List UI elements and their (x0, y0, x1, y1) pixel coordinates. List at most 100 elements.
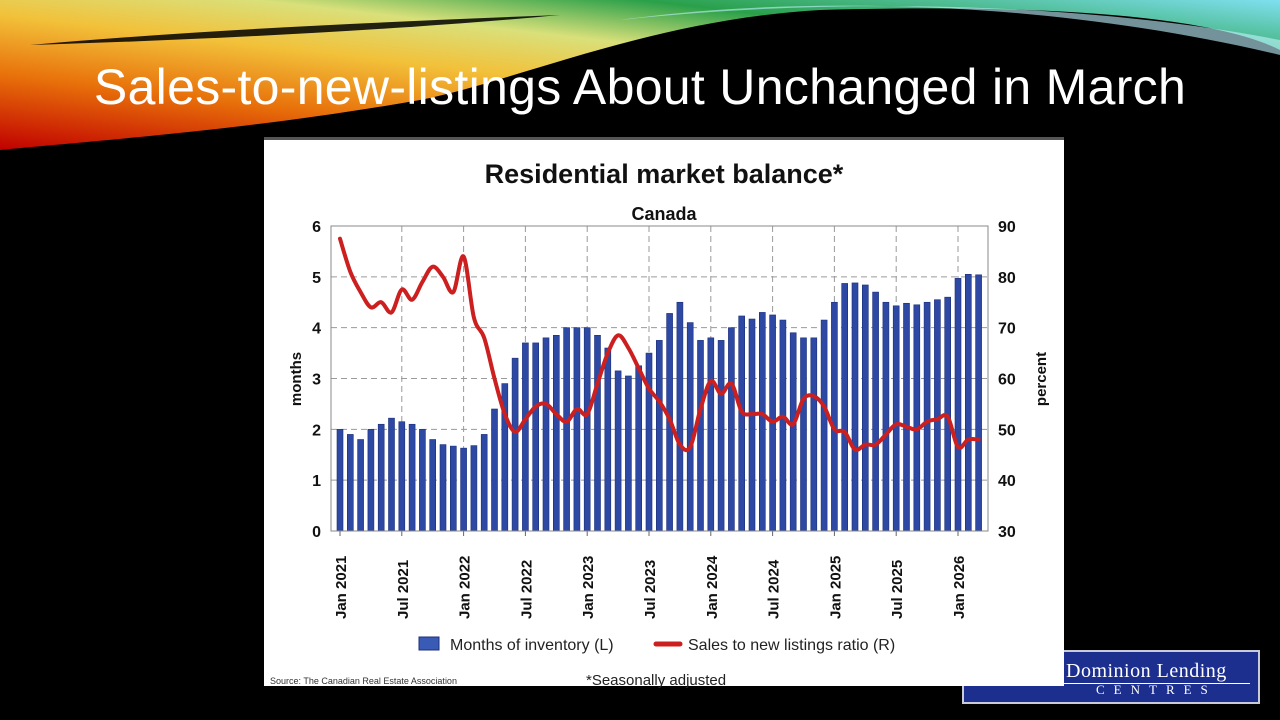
bar-months-of-inventory (964, 273, 972, 532)
line-sales-to-new-listings-ratio (338, 236, 981, 453)
bar-months-of-inventory (470, 445, 478, 532)
bar-months-of-inventory (336, 429, 344, 532)
plot-frame (330, 225, 989, 532)
bar-months-of-inventory (861, 284, 869, 532)
bar-months-of-inventory (903, 302, 910, 532)
decorative-swoosh-background (0, 0, 1280, 150)
x-tick-label: Jan 2022 (457, 556, 474, 619)
x-tick-label: Jan 2023 (580, 556, 597, 619)
legend-bar-label: Months of inventory (L) (450, 637, 614, 654)
chart-source: Source: The Canadian Real Estate Associa… (270, 676, 457, 686)
bar-months-of-inventory (851, 282, 859, 532)
bar-months-of-inventory (882, 301, 890, 532)
y2-tick-label: 50 (998, 422, 1016, 439)
bar-months-of-inventory (913, 304, 921, 532)
chart-image: Residential market balance* Canada 0 1 2 3 4… (264, 137, 1064, 689)
bar-months-of-inventory (491, 408, 498, 532)
logo-line1: Dominion Lending (1066, 660, 1227, 682)
y-tick-label: 1 (312, 473, 321, 490)
bar-months-of-inventory (552, 334, 560, 532)
slide-title: Sales-to-new-listings About Unchanged in… (93, 59, 1187, 115)
bar-months-of-inventory (635, 365, 643, 532)
bar-months-of-inventory (872, 291, 879, 532)
bar-months-of-inventory (563, 327, 570, 532)
bar-months-of-inventory (594, 334, 601, 532)
bar-months-of-inventory (655, 340, 663, 532)
y2-tick-label: 90 (998, 219, 1016, 236)
bar-months-of-inventory (480, 434, 488, 532)
bar-months-of-inventory (625, 375, 632, 532)
bar-months-of-inventory (841, 283, 849, 532)
y-tick-label: 3 (312, 372, 321, 389)
x-tick-label: Jan 2026 (951, 556, 968, 619)
bar-months-of-inventory (892, 305, 900, 532)
market-balance-chart: Residential market balance* Canada 0 1 2 3 4… (270, 159, 1050, 689)
y-tick-label: 2 (312, 422, 321, 439)
bar-months-of-inventory (717, 340, 725, 532)
legend: Months of inventory (L) Sales to new lis… (418, 636, 895, 654)
bar-months-of-inventory (408, 423, 416, 532)
bar-months-of-inventory (347, 434, 354, 532)
x-tick-label: Jan 2025 (827, 556, 844, 619)
chart-footnote: *Seasonally adjusted (586, 672, 726, 689)
bar-months-of-inventory (460, 447, 467, 532)
x-tick-label: Jul 2025 (889, 560, 906, 619)
bar-months-of-inventory (975, 274, 982, 532)
bar-months-of-inventory (728, 327, 735, 532)
bar-months-of-inventory (522, 342, 529, 532)
y-tick-label: 6 (312, 219, 321, 236)
bar-months-of-inventory (511, 357, 519, 532)
bar-months-of-inventory (450, 445, 457, 532)
chart-title: Residential market balance* (485, 159, 844, 189)
bar-months-of-inventory (748, 318, 756, 532)
y2-axis-label: percent (1033, 352, 1050, 406)
y-tick-label: 5 (312, 270, 321, 287)
x-tick-label: Jul 2022 (518, 560, 535, 619)
legend-line-label: Sales to new listings ratio (R) (688, 637, 895, 654)
bar-months-of-inventory (758, 312, 766, 532)
bar-months-of-inventory (779, 319, 787, 532)
bar-months-of-inventory (357, 439, 364, 532)
bar-months-of-inventory (789, 332, 797, 532)
logo-line2: CENTRES (1096, 682, 1217, 697)
bar-months-of-inventory (532, 342, 540, 532)
x-tick-label: Jul 2023 (642, 560, 659, 619)
y-tick-label: 0 (312, 524, 321, 541)
x-tick-label: Jul 2021 (395, 560, 412, 619)
chart-subtitle: Canada (631, 204, 697, 224)
y2-tick-label: 70 (998, 321, 1016, 338)
bar-months-of-inventory (800, 337, 807, 532)
bar-months-of-inventory (954, 278, 962, 532)
bar-months-of-inventory (686, 322, 694, 532)
bar-months-of-inventory (707, 337, 715, 532)
y-tick-label: 4 (312, 321, 321, 338)
bar-months-of-inventory (542, 337, 550, 532)
y2-tick-label: 30 (998, 524, 1016, 541)
bar-months-of-inventory (429, 439, 436, 532)
bar-months-of-inventory (419, 429, 426, 532)
bar-months-of-inventory (573, 327, 581, 532)
x-tick-label: Jan 2021 (333, 556, 350, 619)
bar-months-of-inventory (697, 340, 704, 532)
bar-months-of-inventory (738, 315, 746, 532)
y2-tick-label: 80 (998, 270, 1016, 287)
bar-months-of-inventory (810, 337, 818, 532)
bar-months-of-inventory (676, 301, 684, 532)
y2-tick-label: 60 (998, 372, 1016, 389)
bar-months-of-inventory (934, 299, 941, 532)
bar-months-of-inventory (439, 444, 447, 532)
bar-months-of-inventory (398, 421, 406, 532)
bar-months-of-inventory (831, 301, 838, 532)
bar-months-of-inventory (388, 417, 395, 532)
bar-months-of-inventory (645, 352, 653, 532)
legend-bar-swatch (418, 636, 440, 651)
x-tick-label: Jan 2024 (704, 555, 721, 619)
bar-months-of-inventory (820, 319, 828, 532)
bar-months-of-inventory (367, 429, 375, 532)
bar-months-of-inventory (923, 301, 931, 532)
bar-months-of-inventory (377, 423, 385, 532)
y2-tick-label: 40 (998, 473, 1016, 490)
y-axis-label: months (288, 352, 305, 406)
bar-months-of-inventory (614, 370, 622, 532)
bar-months-of-inventory (583, 327, 591, 532)
